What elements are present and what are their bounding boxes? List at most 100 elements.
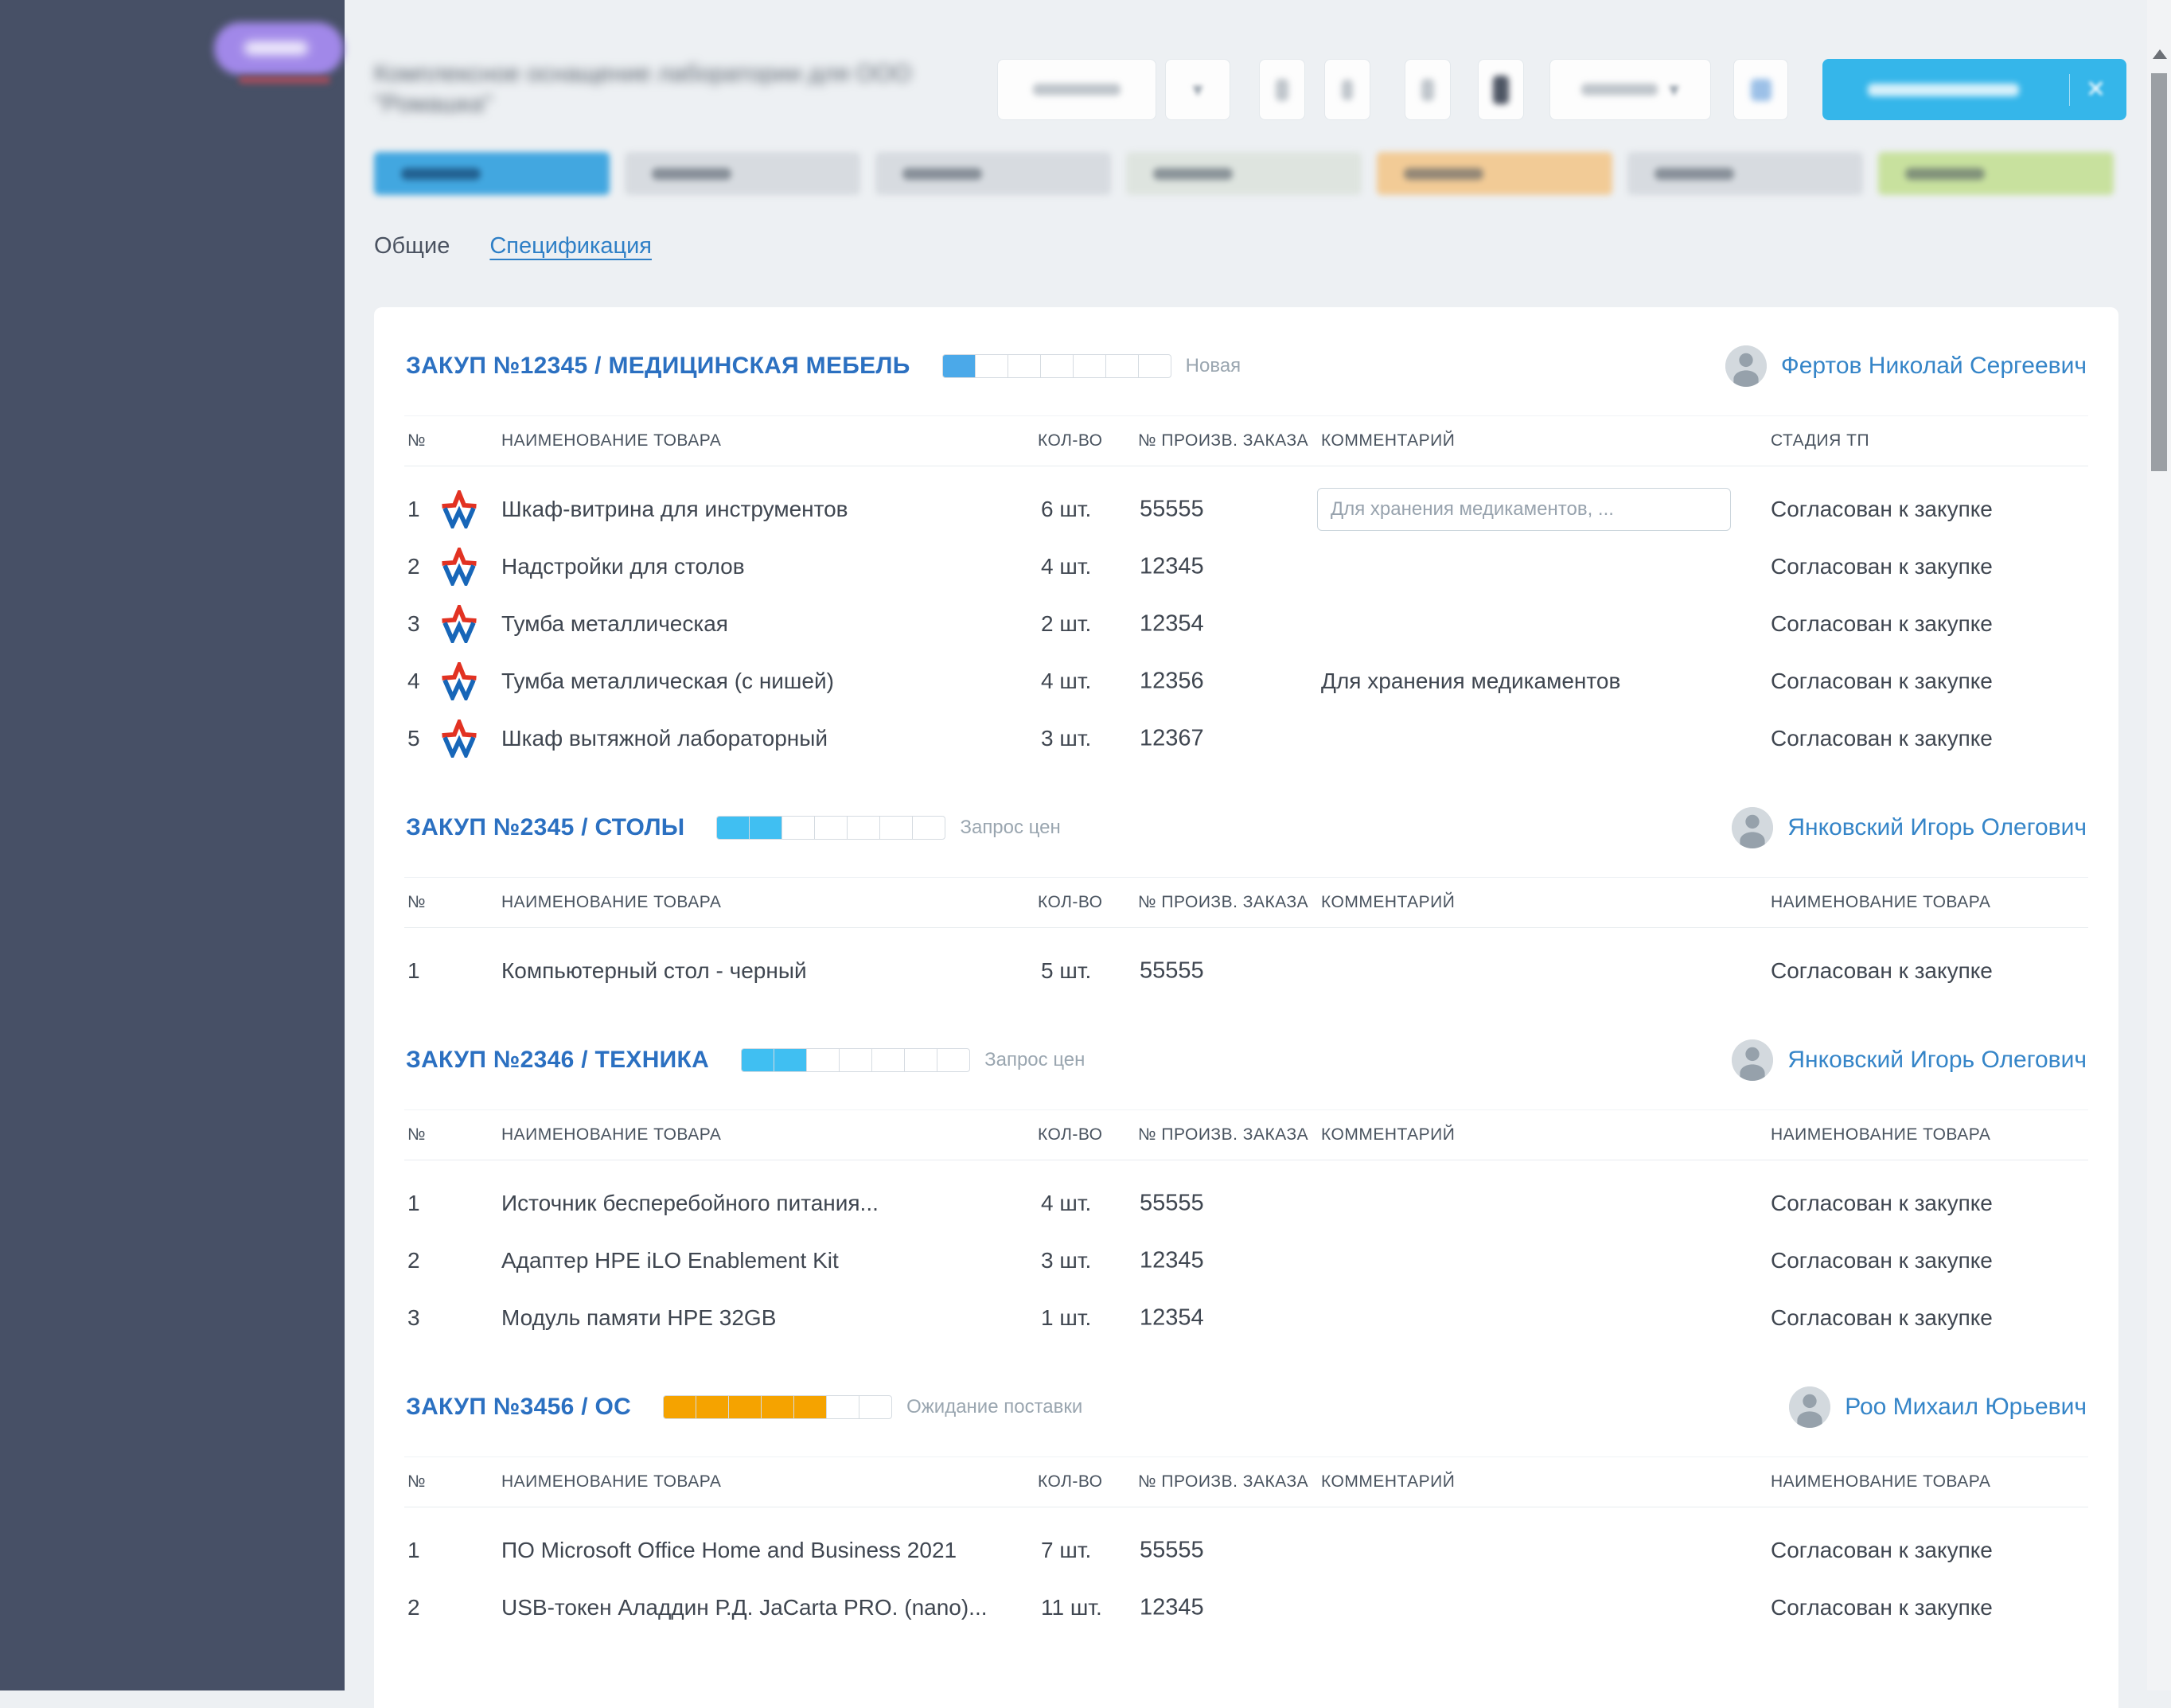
redacted-label bbox=[652, 167, 731, 180]
stage-chip-7[interactable] bbox=[1878, 152, 2114, 195]
stage-status: Согласован к закупке bbox=[1771, 1191, 1993, 1215]
product-name: Тумба металлическая (с нишей) bbox=[501, 669, 834, 693]
stage-status: Согласован к закупке bbox=[1771, 1595, 1993, 1620]
toolbar-document-button[interactable] bbox=[1324, 59, 1370, 120]
scrollbar-thumb[interactable] bbox=[2151, 73, 2167, 471]
column-header: № ПРОИЗВ. ЗАКАЗА bbox=[1138, 1472, 1309, 1491]
table-body: 1 Компьютерный стол - черный 5 шт. 55555… bbox=[374, 928, 2118, 1003]
assignee-select-caret-button[interactable]: ▾ bbox=[1165, 59, 1230, 120]
product-name: Шкаф вытяжной лабораторный bbox=[501, 726, 828, 751]
section-owner[interactable]: Фертов Николай Сергеевич bbox=[1725, 345, 2087, 387]
column-header: СТАДИЯ ТП bbox=[1771, 431, 1870, 450]
toolbar-user-button[interactable] bbox=[1478, 59, 1524, 120]
section-owner[interactable]: Янковский Игорь Олегович bbox=[1732, 1039, 2087, 1081]
table-body: 1 Источник бесперебойного питания... 4 ш… bbox=[374, 1160, 2118, 1350]
production-order-number: 55555 bbox=[1140, 496, 1204, 522]
redacted-label bbox=[1153, 167, 1233, 180]
progress-segment bbox=[1072, 354, 1106, 378]
table-header: № НАИМЕНОВАНИЕ ТОВАРА КОЛ-ВО № ПРОИЗВ. З… bbox=[404, 415, 2088, 466]
toolbar-edit-button[interactable] bbox=[1405, 59, 1451, 120]
owner-name-link[interactable]: Фертов Николай Сергеевич bbox=[1780, 353, 2087, 379]
avatar bbox=[1725, 345, 1767, 387]
progress-segment bbox=[741, 1048, 775, 1072]
primary-action-button[interactable]: ✕ bbox=[1822, 59, 2126, 120]
row-number: 1 bbox=[407, 1191, 420, 1215]
table-header: № НАИМЕНОВАНИЕ ТОВАРА КОЛ-ВО № ПРОИЗВ. З… bbox=[404, 1456, 2088, 1507]
row-number: 4 bbox=[407, 669, 420, 693]
product-name: ПО Microsoft Office Home and Business 20… bbox=[501, 1538, 957, 1562]
tab-bar: Общие Спецификация bbox=[374, 233, 652, 259]
column-header: № bbox=[407, 1125, 427, 1144]
quantity: 7 шт. bbox=[1041, 1538, 1092, 1562]
column-header: НАИМЕНОВАНИЕ ТОВАРА bbox=[501, 1125, 722, 1144]
progress-segment bbox=[847, 816, 881, 840]
stage-status: Согласован к закупке bbox=[1771, 1248, 1993, 1273]
close-icon[interactable]: ✕ bbox=[2085, 76, 2106, 103]
table-row: 1 Источник бесперебойного питания... 4 ш… bbox=[374, 1175, 2118, 1232]
progress-segment bbox=[761, 1395, 795, 1419]
user-icon bbox=[1493, 75, 1509, 104]
production-order-number: 55555 bbox=[1140, 957, 1204, 984]
product-name: USB-токен Аладдин Р.Д. JaCarta PRO. (nan… bbox=[501, 1595, 988, 1620]
progress-segment bbox=[1105, 354, 1139, 378]
quantity: 3 шт. bbox=[1041, 1248, 1092, 1273]
progress-segment bbox=[1007, 354, 1041, 378]
owner-name-link[interactable]: Янковский Игорь Олегович bbox=[1787, 814, 2087, 840]
stage-chip-1[interactable] bbox=[374, 152, 610, 195]
comment-input[interactable] bbox=[1317, 488, 1731, 531]
column-header: № ПРОИЗВ. ЗАКАЗА bbox=[1138, 1125, 1309, 1144]
stage-chip-4[interactable] bbox=[1126, 152, 1362, 195]
progress-segment bbox=[814, 816, 848, 840]
progress-segment bbox=[728, 1395, 762, 1419]
stage-chip-5[interactable] bbox=[1377, 152, 1612, 195]
army-star-icon bbox=[441, 487, 477, 532]
table-row: 1 ПО Microsoft Office Home and Business … bbox=[374, 1522, 2118, 1579]
progress-segment bbox=[941, 354, 976, 378]
section-status: Запрос цен bbox=[960, 817, 1061, 838]
owner-name-link[interactable]: Роо Михаил Юрьевич bbox=[1845, 1394, 2087, 1420]
stage-chip-2[interactable] bbox=[625, 152, 860, 195]
table-header: № НАИМЕНОВАНИЕ ТОВАРА КОЛ-ВО № ПРОИЗВ. З… bbox=[404, 877, 2088, 928]
section-title: ЗАКУП №12345 / МЕДИЦИНСКАЯ МЕБЕЛЬ bbox=[406, 353, 910, 379]
redacted-label bbox=[401, 167, 481, 180]
redacted-label bbox=[1404, 167, 1483, 180]
redacted-label bbox=[1581, 84, 1658, 96]
product-name: Адаптер HPE iLO Enablement Kit bbox=[501, 1248, 839, 1273]
production-order-number: 55555 bbox=[1140, 1190, 1204, 1216]
production-order-number: 12356 bbox=[1140, 668, 1204, 694]
progress-segment bbox=[871, 1048, 906, 1072]
progress-segment bbox=[696, 1395, 730, 1419]
quantity: 5 шт. bbox=[1041, 958, 1092, 983]
table-row: 2 USB-токен Аладдин Р.Д. JaCarta PRO. (n… bbox=[374, 1579, 2118, 1636]
progress-segment bbox=[879, 816, 914, 840]
column-header: НАИМЕНОВАНИЕ ТОВАРА bbox=[1771, 1472, 1991, 1491]
tab-general[interactable]: Общие bbox=[374, 233, 450, 259]
assignee-select[interactable] bbox=[997, 59, 1156, 120]
stage-chip-6[interactable] bbox=[1627, 152, 1863, 195]
vertical-scrollbar[interactable] bbox=[2147, 0, 2171, 1690]
section-owner[interactable]: Роо Михаил Юрьевич bbox=[1789, 1386, 2087, 1428]
redacted-label bbox=[902, 167, 982, 180]
army-star-icon bbox=[441, 716, 477, 761]
toolbar-phone-button[interactable] bbox=[1259, 59, 1305, 120]
avatar bbox=[1732, 1039, 1774, 1081]
chevron-down-icon: ▾ bbox=[1668, 77, 1680, 101]
table-header: № НАИМЕНОВАНИЕ ТОВАРА КОЛ-ВО № ПРОИЗВ. З… bbox=[404, 1109, 2088, 1160]
stage-chip-3[interactable] bbox=[875, 152, 1111, 195]
army-star-icon bbox=[441, 544, 477, 589]
column-header: НАИМЕНОВАНИЕ ТОВАРА bbox=[1771, 1125, 1991, 1144]
document-select[interactable]: ▾ bbox=[1549, 59, 1711, 120]
code-brackets-button[interactable] bbox=[1733, 59, 1788, 120]
stage-status: Согласован к закупке bbox=[1771, 1538, 1993, 1562]
progress-segment bbox=[781, 816, 816, 840]
progress-segment bbox=[839, 1048, 873, 1072]
scroll-up-arrow-icon[interactable] bbox=[2153, 49, 2167, 59]
sidebar-accent-button[interactable] bbox=[214, 22, 344, 75]
tab-specification[interactable]: Спецификация bbox=[489, 233, 652, 259]
owner-name-link[interactable]: Янковский Игорь Олегович bbox=[1787, 1047, 2087, 1073]
production-order-number: 55555 bbox=[1140, 1537, 1204, 1563]
stage-status: Согласован к закупке bbox=[1771, 554, 1993, 579]
column-header: КОЛ-ВО bbox=[1038, 1472, 1103, 1491]
table-body: 1 ПО Microsoft Office Home and Business … bbox=[374, 1507, 2118, 1640]
section-owner[interactable]: Янковский Игорь Олегович bbox=[1732, 807, 2087, 848]
